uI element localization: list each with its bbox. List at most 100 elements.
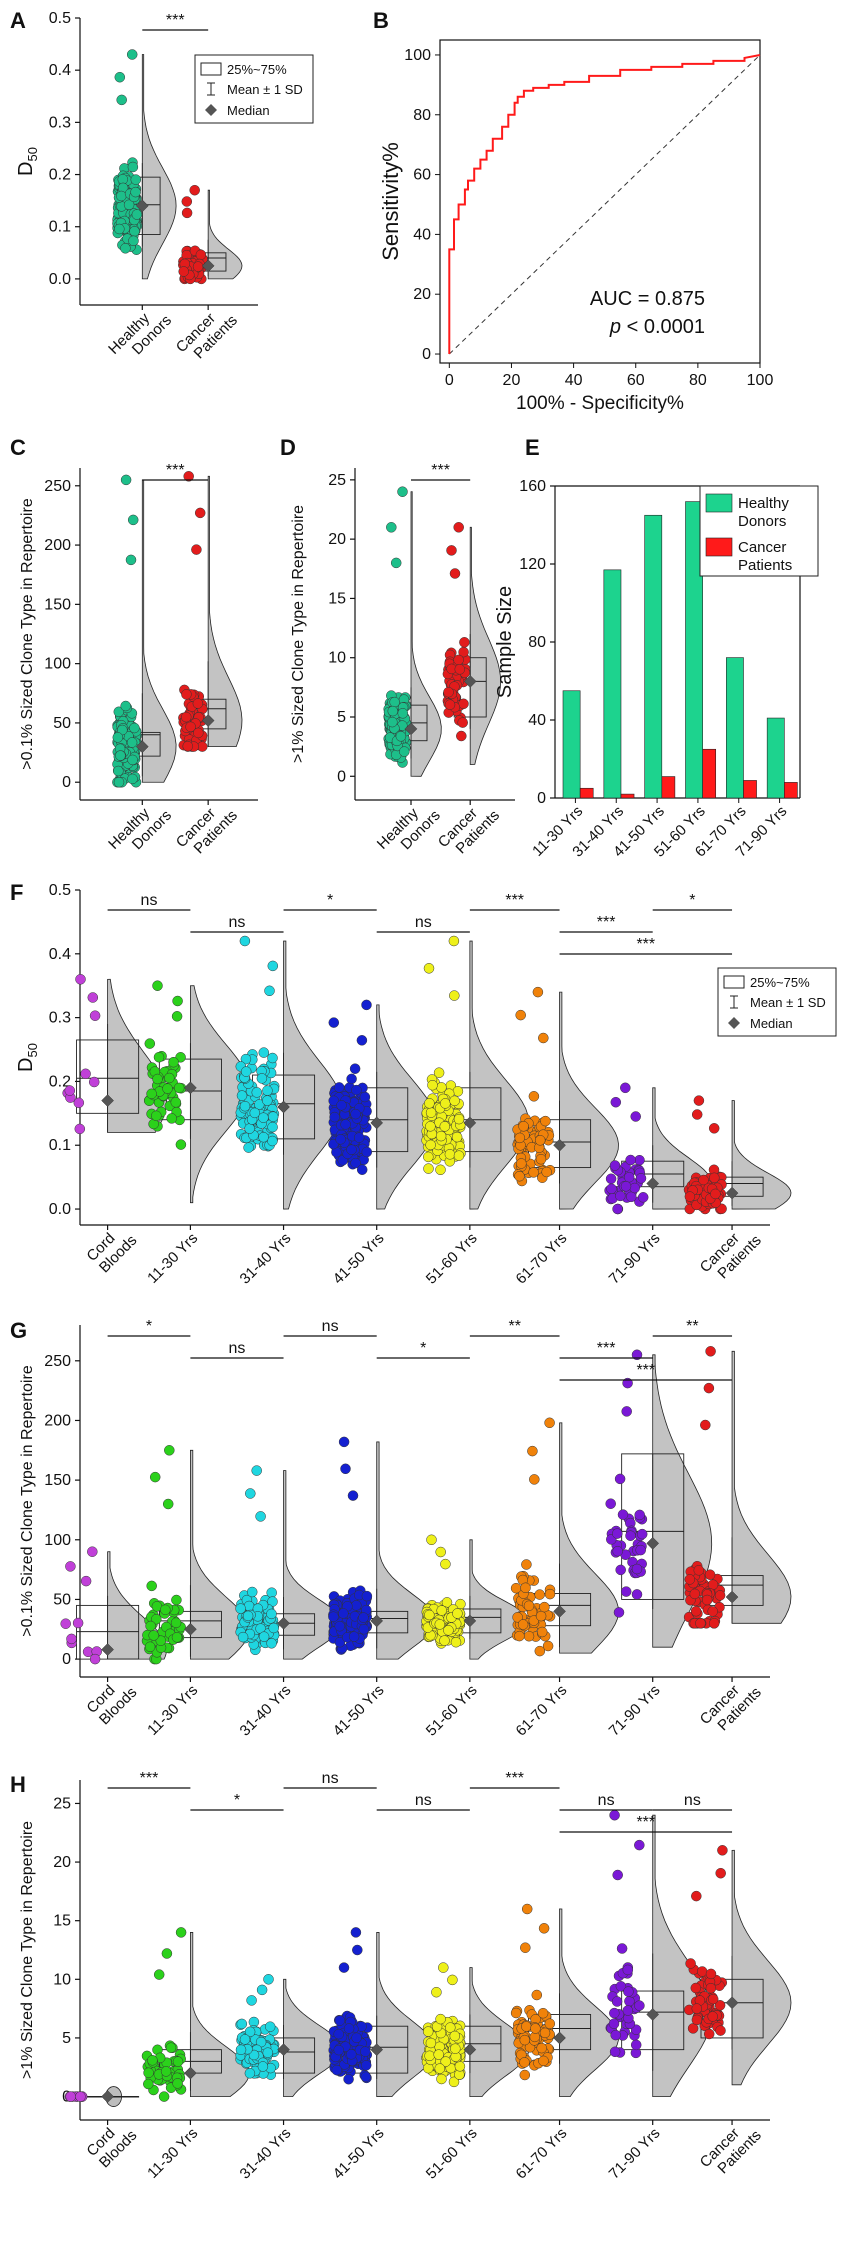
panel-letter-B: B <box>373 8 389 33</box>
data-point <box>708 1123 720 1134</box>
data-point <box>168 1056 179 1068</box>
data-point <box>387 705 399 717</box>
data-point <box>433 2049 444 2060</box>
y-tick-label: 25 <box>328 472 346 489</box>
data-point <box>612 1869 623 1881</box>
data-point <box>637 1192 649 1203</box>
data-point <box>194 507 206 519</box>
x-tick-label-group: CordBloods <box>83 1230 140 1277</box>
data-point <box>236 2018 248 2030</box>
median-marker-0 <box>135 740 149 753</box>
data-point <box>544 2018 556 2029</box>
x-tick-label: 40 <box>565 372 583 389</box>
auc-annotation: AUC = 0.875 <box>590 288 705 310</box>
significance-label: ns <box>415 1792 432 1809</box>
data-point <box>439 1635 450 1646</box>
data-point <box>333 1082 345 1093</box>
data-point <box>629 1182 640 1194</box>
x-tick-label: 0 <box>445 372 454 389</box>
data-point <box>440 1098 451 1109</box>
data-point <box>611 1996 623 2007</box>
data-point <box>171 1632 183 1643</box>
data-point <box>164 1072 175 1084</box>
data-point <box>426 1534 437 1546</box>
data-point <box>427 1079 438 1091</box>
y-tick-label: 5 <box>62 2030 71 2047</box>
x-tick-label-group: 11-30 Yrs <box>144 2125 201 2182</box>
data-point <box>612 1528 623 1539</box>
violin-0 <box>410 491 442 777</box>
data-point <box>610 1096 622 1108</box>
data-point <box>246 1586 258 1598</box>
x-tick-label-group: 31-40 Yrs <box>237 2125 295 2183</box>
y-tick-label: 20 <box>413 286 431 303</box>
data-point <box>535 1153 547 1165</box>
bar-cancer-3 <box>702 748 717 799</box>
panel-G: 0 50 100 150 200 250 >0.1% Sized Clone Type in… <box>19 1318 792 1740</box>
y-tick-label: 20 <box>328 531 346 548</box>
data-point <box>353 1132 365 1143</box>
y-label-sub: 50 <box>25 147 40 161</box>
y-tick-label: 0.2 <box>49 167 71 184</box>
data-point <box>338 1962 350 1973</box>
legend-median-label: Median <box>750 1016 793 1031</box>
data-point <box>540 1115 551 1127</box>
y-tick-label: 250 <box>44 478 71 495</box>
significance-label: *** <box>597 914 616 931</box>
significance-label: ns <box>229 914 246 931</box>
y-label: Sample Size <box>494 586 516 698</box>
data-point <box>360 2071 372 2083</box>
x-tick-label: 71-90 Yrs <box>606 1230 664 1288</box>
data-point <box>128 235 139 247</box>
data-point <box>534 1645 546 1657</box>
data-point <box>450 2043 461 2054</box>
data-point <box>620 1082 631 1094</box>
data-point <box>451 1131 463 1143</box>
significance-label: * <box>420 1340 426 1357</box>
data-point <box>246 1995 257 2006</box>
data-point <box>143 2078 154 2090</box>
violin-7 <box>731 1849 792 2086</box>
data-point <box>425 2037 437 2049</box>
data-point <box>438 1962 449 1973</box>
bar-healthy-2 <box>644 514 663 799</box>
panel-F: 0.0 0.1 0.2 0.3 0.4 0.5 D50 CordBloods 11-30 Yrs… <box>15 882 792 1288</box>
data-point <box>521 1903 533 1915</box>
data-point <box>336 1100 347 1111</box>
data-point <box>399 746 410 757</box>
data-point <box>456 730 467 742</box>
x-tick-label: HealthyDonors <box>105 795 175 865</box>
data-point <box>244 2068 256 2079</box>
data-point <box>609 2046 621 2058</box>
data-point <box>696 1966 708 1977</box>
data-point <box>693 1565 705 1576</box>
legend-label-line: Cancer <box>738 539 786 556</box>
y-tick-label: 0 <box>422 346 431 363</box>
panel-letter-F: F <box>10 880 23 905</box>
data-point <box>126 49 138 60</box>
data-point <box>454 2061 466 2072</box>
data-point <box>536 2042 547 2054</box>
data-point <box>244 1123 255 1134</box>
y-tick-label: 40 <box>528 712 546 729</box>
data-point <box>262 1095 273 1106</box>
significance-label: *** <box>636 1362 655 1379</box>
significance-label: * <box>327 892 333 909</box>
significance-label: ns <box>229 1340 246 1357</box>
legend-iqr-label: 25%~75% <box>227 62 287 77</box>
data-point <box>440 1558 451 1570</box>
data-point <box>343 2023 355 2034</box>
data-point <box>459 637 470 648</box>
data-point <box>359 1091 371 1103</box>
data-point <box>130 186 141 198</box>
x-tick-label: 11-30 Yrs <box>144 1682 201 1739</box>
bar-healthy-0 <box>562 690 581 799</box>
data-point <box>264 2021 276 2032</box>
data-point <box>703 2028 715 2040</box>
x-tick-label: 61-70 Yrs <box>513 2125 571 2183</box>
p-italic: p <box>609 316 621 338</box>
data-point <box>705 1346 716 1357</box>
data-point <box>517 1619 529 1630</box>
data-point <box>120 243 131 254</box>
significance-label: *** <box>597 1340 616 1357</box>
